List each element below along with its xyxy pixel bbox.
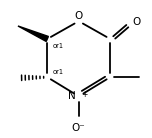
Text: O⁻: O⁻ [72,123,86,133]
Text: O: O [132,17,140,27]
Polygon shape [18,26,48,41]
Text: N: N [68,91,76,101]
Text: or1: or1 [53,43,64,49]
Text: +: + [81,90,87,99]
Text: O: O [75,10,83,21]
Text: or1: or1 [53,69,64,75]
